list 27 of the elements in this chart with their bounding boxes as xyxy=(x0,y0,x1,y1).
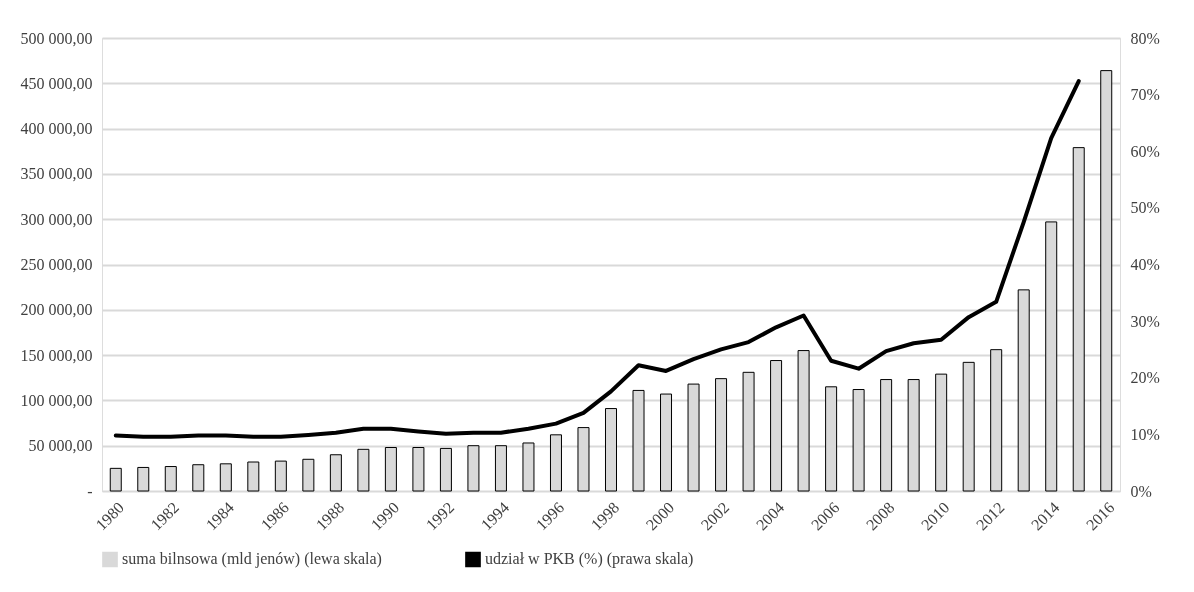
y-tick-label: 300 000,00 xyxy=(20,210,93,228)
y-tick-label: 450 000,00 xyxy=(20,74,93,92)
y-tick-label: 200 000,00 xyxy=(20,301,93,319)
y2-tick-label: 80% xyxy=(1130,29,1160,47)
y-tick-label: 150 000,00 xyxy=(20,346,93,364)
y2-tick-label: 60% xyxy=(1130,142,1160,160)
y2-tick-label: 40% xyxy=(1130,256,1160,273)
x-tick-label: 1982 xyxy=(147,498,183,534)
x-tick-label: 1990 xyxy=(367,498,403,534)
line-series xyxy=(113,79,1081,439)
y-tick-label: 350 000,00 xyxy=(20,165,93,183)
y2-tick-label: 0% xyxy=(1130,482,1152,500)
x-tick-label: 1992 xyxy=(422,498,458,534)
y2-tick-label: 50% xyxy=(1130,199,1160,217)
y-tick-label: 400 000,00 xyxy=(20,120,93,138)
y-tick-label: - xyxy=(87,482,93,500)
y2-tick-label: 20% xyxy=(1130,369,1160,387)
y-tick-label: 50 000,00 xyxy=(28,437,93,455)
y-tick-label: 250 000,00 xyxy=(20,256,93,273)
legend-label: udział w PKB (%) (prawa skala) xyxy=(485,550,694,569)
y2-tick-label: 70% xyxy=(1130,86,1160,104)
y2-tick-label: 30% xyxy=(1130,312,1160,330)
legend-label: suma bilnsowa (mld jenów) (lewa skala) xyxy=(122,550,382,569)
x-tick-label: 1980 xyxy=(92,498,128,534)
y2-tick-label: 10% xyxy=(1130,425,1160,443)
y-tick-label: 100 000,00 xyxy=(20,391,93,409)
y-tick-label: 500 000,00 xyxy=(20,29,93,47)
